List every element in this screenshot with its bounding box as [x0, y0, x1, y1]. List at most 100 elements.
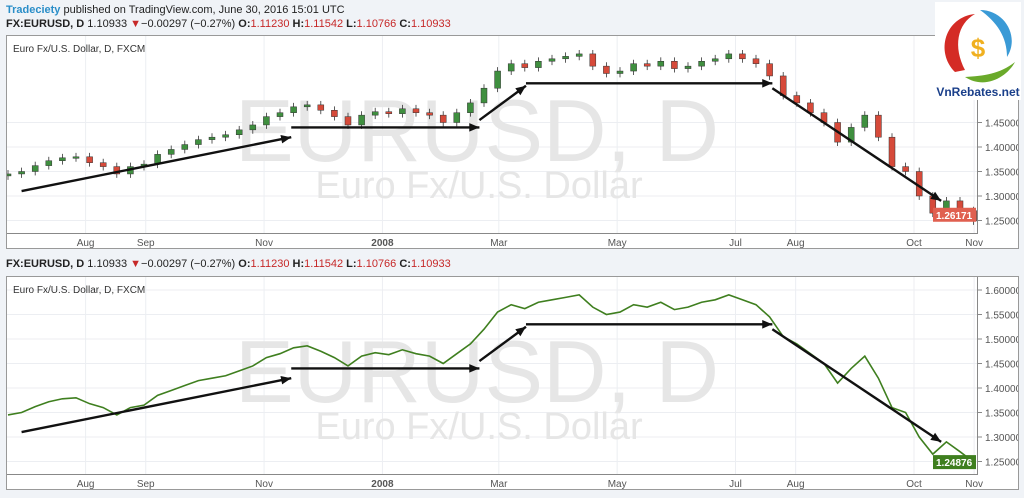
candle — [630, 63, 637, 72]
candle — [562, 56, 569, 60]
candle — [59, 157, 66, 161]
candle — [752, 58, 760, 64]
close-label: C: — [399, 18, 411, 30]
change: −0.00297 (−0.27%) — [141, 18, 236, 30]
open-label: O: — [238, 18, 251, 30]
high-label: H: — [292, 258, 305, 270]
svg-text:VnRebates.net: VnRebates.net — [936, 85, 1019, 99]
candle — [671, 61, 678, 69]
candle — [793, 95, 801, 104]
vnrebates-logo: $ VnRebates.net — [935, 2, 1021, 100]
arrow-head-icon — [762, 320, 773, 329]
candle — [521, 63, 529, 68]
x-tick-label: 2008 — [371, 479, 394, 489]
last-price: 1.10933 — [87, 18, 128, 30]
close-label: C: — [399, 258, 411, 270]
candle — [643, 63, 651, 67]
author-link[interactable]: Tradeciety — [6, 4, 61, 16]
publish-text: published on TradingView.com, June 30, 2… — [63, 4, 345, 16]
candle — [589, 53, 597, 67]
candle — [657, 61, 665, 67]
arrow-head-icon — [930, 191, 942, 201]
candle — [888, 136, 896, 167]
low-value: 1.10766 — [356, 258, 397, 270]
x-tick-label: Mar — [490, 238, 508, 248]
arrow-head-icon — [280, 375, 292, 385]
candle — [698, 61, 705, 67]
x-tick-label: Oct — [906, 479, 922, 489]
trend-arrow — [771, 87, 942, 202]
high-label: H: — [292, 18, 305, 30]
candle — [45, 160, 53, 166]
change: −0.00297 (−0.27%) — [141, 258, 236, 270]
candle — [575, 53, 583, 57]
candle — [72, 156, 80, 159]
symbol: FX:EURUSD, D — [6, 258, 85, 270]
y-tick-label: 1.25000 — [985, 217, 1018, 228]
symbol: FX:EURUSD, D — [6, 18, 85, 30]
candle — [303, 104, 311, 108]
candle — [181, 144, 189, 150]
x-tick-label: Nov — [255, 479, 273, 489]
x-tick-label: Aug — [77, 238, 95, 248]
x-tick-label: Nov — [255, 238, 273, 248]
last-price-label: 1.24876 — [936, 458, 973, 469]
candle — [371, 111, 379, 116]
triangle-down-icon: ▼ — [130, 258, 142, 270]
x-tick-label: Aug — [787, 479, 805, 489]
candle — [31, 165, 39, 172]
y-tick-label: 1.30000 — [985, 433, 1018, 444]
close-value: 1.10933 — [410, 258, 451, 270]
triangle-down-icon: ▼ — [130, 18, 142, 30]
candle — [385, 111, 393, 114]
x-tick-label: Nov — [965, 479, 983, 489]
x-tick-label: Aug — [77, 479, 95, 489]
last-price: 1.10933 — [87, 258, 128, 270]
open-label: O: — [238, 258, 251, 270]
quote-row-top: FX:EURUSD, D 1.10933 ▼−0.00297 (−0.27%) … — [6, 18, 451, 30]
y-tick-label: 1.45000 — [985, 360, 1018, 371]
low-label: L: — [346, 18, 357, 30]
x-tick-label: Sep — [137, 238, 155, 248]
series-label: Euro Fx/U.S. Dollar, D, FXCM — [13, 285, 146, 296]
candle — [453, 112, 461, 123]
candle — [548, 58, 556, 62]
candle — [99, 162, 107, 167]
candle — [399, 108, 406, 114]
candle — [875, 114, 882, 138]
arrow-head-icon — [762, 79, 773, 88]
candle — [263, 116, 270, 126]
candle — [18, 171, 25, 175]
line-chart-panel[interactable]: 1.60000 1.55000 1.50000 1.45000 1.40000 1.350… — [6, 276, 1019, 490]
y-tick-label: 1.40000 — [985, 384, 1018, 395]
open-value: 1.11230 — [250, 18, 290, 30]
low-label: L: — [346, 258, 357, 270]
candle-chart-panel[interactable]: 1.45000 1.40000 1.35000 1.30000 1.25000 Aug Se… — [6, 35, 1019, 249]
arrow-head-icon — [280, 134, 292, 144]
x-tick-label: 2008 — [371, 238, 394, 248]
last-price-badge — [933, 207, 976, 222]
watermark-sub: Euro Fx/U.S. Dollar — [315, 165, 643, 207]
publish-info: Tradeciety published on TradingView.com,… — [6, 4, 345, 16]
candle — [739, 53, 746, 60]
line-chart: 1.60000 1.55000 1.50000 1.45000 1.40000 1.350… — [7, 277, 1018, 489]
candle — [235, 129, 243, 135]
trend-arrow — [771, 328, 942, 443]
candle — [766, 63, 773, 77]
y-tick-label: 1.40000 — [985, 143, 1018, 154]
trend-arrow — [21, 136, 292, 193]
candle — [684, 65, 692, 69]
candle — [439, 114, 447, 123]
x-tick-label: May — [608, 479, 627, 489]
arrow-head-icon — [469, 123, 480, 132]
low-value: 1.10766 — [356, 18, 397, 30]
candle — [480, 87, 488, 104]
candle-chart: 1.45000 1.40000 1.35000 1.30000 1.25000 Aug Se… — [7, 36, 1018, 248]
x-tick-label: Jul — [729, 479, 742, 489]
candle — [725, 53, 733, 60]
y-tick-label: 1.55000 — [985, 311, 1018, 322]
trend-arrow — [21, 377, 292, 434]
candle — [276, 112, 284, 117]
y-tick-label: 1.25000 — [985, 458, 1018, 469]
candle — [535, 61, 542, 68]
